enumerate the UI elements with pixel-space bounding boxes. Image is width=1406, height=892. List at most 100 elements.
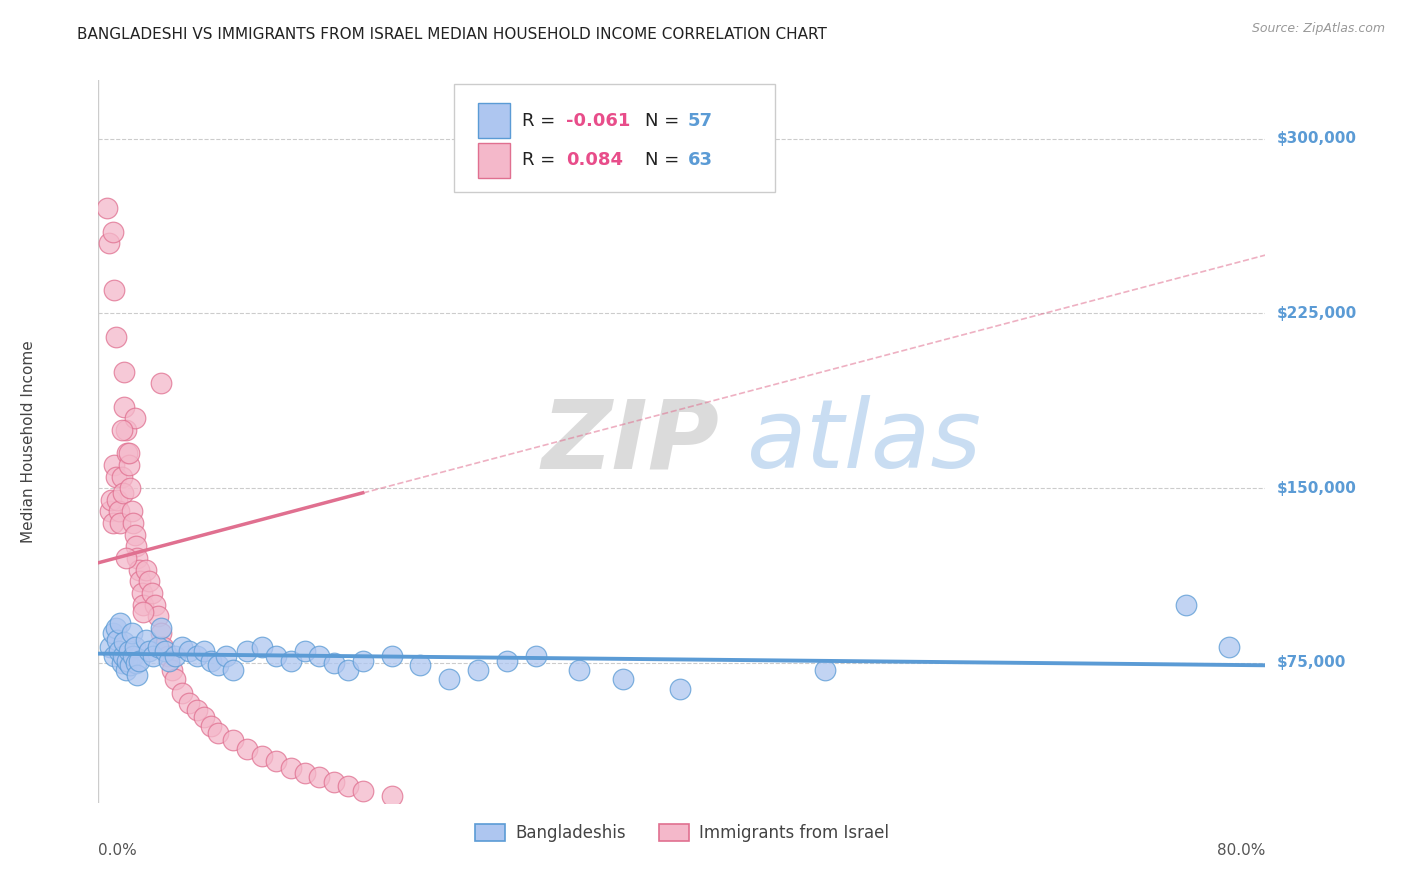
Point	[568, 663, 591, 677]
Point	[222, 663, 245, 677]
Point	[352, 654, 374, 668]
Point	[381, 648, 404, 663]
Point	[111, 648, 134, 663]
Point	[496, 654, 519, 668]
Point	[264, 754, 287, 768]
Point	[97, 236, 120, 251]
Point	[1175, 598, 1198, 612]
Point	[104, 469, 127, 483]
Text: 0.084: 0.084	[567, 152, 623, 169]
Point	[294, 644, 316, 658]
Point	[103, 458, 125, 472]
Text: BANGLADESHI VS IMMIGRANTS FROM ISRAEL MEDIAN HOUSEHOLD INCOME CORRELATION CHART: BANGLADESHI VS IMMIGRANTS FROM ISRAEL ME…	[77, 27, 827, 42]
Point	[98, 640, 121, 654]
Point	[128, 563, 150, 577]
Point	[200, 654, 222, 668]
Point	[308, 648, 330, 663]
Point	[157, 654, 180, 668]
Point	[115, 551, 138, 566]
Point	[337, 663, 360, 677]
Point	[115, 423, 138, 437]
Point	[138, 574, 160, 589]
Point	[118, 644, 141, 658]
Point	[193, 709, 215, 723]
Point	[179, 644, 201, 658]
Legend: Bangladeshis, Immigrants from Israel: Bangladeshis, Immigrants from Israel	[468, 817, 896, 848]
Text: ZIP: ZIP	[541, 395, 720, 488]
Point	[107, 504, 129, 518]
Point	[120, 481, 142, 495]
Point	[117, 446, 139, 460]
Point	[125, 656, 148, 670]
Point	[127, 551, 149, 566]
Point	[141, 586, 163, 600]
Point	[264, 648, 287, 663]
Point	[131, 586, 153, 600]
Point	[143, 598, 166, 612]
Point	[125, 540, 148, 554]
Point	[105, 632, 128, 647]
Point	[135, 632, 157, 647]
Point	[96, 202, 118, 216]
Point	[124, 528, 146, 542]
Text: R =: R =	[522, 152, 561, 169]
Point	[236, 742, 259, 756]
Point	[118, 446, 141, 460]
Point	[207, 658, 229, 673]
Point	[236, 644, 259, 658]
Point	[280, 654, 302, 668]
Point	[152, 640, 174, 654]
Point	[280, 761, 302, 775]
Point	[121, 504, 143, 518]
Point	[172, 640, 194, 654]
Text: atlas: atlas	[747, 395, 981, 488]
Text: N =: N =	[644, 112, 685, 129]
Text: $75,000: $75,000	[1277, 656, 1347, 671]
Point	[669, 681, 692, 696]
Point	[179, 696, 201, 710]
FancyBboxPatch shape	[454, 84, 775, 193]
Point	[108, 616, 131, 631]
Point	[138, 644, 160, 658]
Point	[98, 504, 121, 518]
Point	[110, 423, 132, 437]
Point	[322, 774, 344, 789]
Point	[172, 686, 194, 700]
Point	[103, 283, 125, 297]
Point	[186, 648, 208, 663]
Point	[104, 621, 127, 635]
FancyBboxPatch shape	[478, 103, 510, 138]
Point	[153, 644, 176, 658]
Point	[117, 654, 139, 668]
Point	[135, 563, 157, 577]
Point	[112, 365, 135, 379]
Text: 57: 57	[688, 112, 713, 129]
Point	[121, 625, 143, 640]
Point	[105, 492, 128, 507]
Point	[250, 749, 273, 764]
Point	[101, 625, 124, 640]
Point	[127, 667, 149, 681]
Point	[146, 609, 169, 624]
Point	[111, 485, 134, 500]
Point	[200, 719, 222, 733]
Point	[107, 644, 129, 658]
Point	[122, 516, 145, 530]
Point	[156, 648, 179, 663]
Point	[110, 656, 132, 670]
Point	[110, 469, 132, 483]
Point	[381, 789, 404, 803]
Point	[186, 702, 208, 716]
Text: $225,000: $225,000	[1277, 306, 1357, 321]
Point	[112, 400, 135, 414]
Point	[207, 726, 229, 740]
Point	[101, 516, 124, 530]
Point	[100, 492, 122, 507]
Point	[132, 598, 155, 612]
Point	[163, 673, 186, 687]
Point	[129, 574, 152, 589]
Point	[122, 648, 145, 663]
Point	[149, 376, 172, 391]
Point	[124, 411, 146, 425]
Point	[337, 780, 360, 794]
